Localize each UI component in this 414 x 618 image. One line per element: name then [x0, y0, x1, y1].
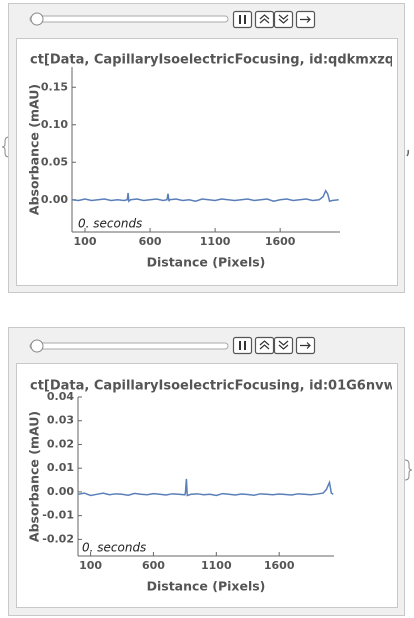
y-tick-label: -0.02: [42, 532, 74, 545]
data-line: [77, 478, 334, 497]
left-brace: [1, 136, 10, 158]
annotation: 0. seconds: [82, 541, 146, 555]
x-tick-label: 1600: [265, 235, 296, 248]
data-line: [71, 189, 339, 203]
chart: ct[Data, CapillaryIsoelectricFocusing, i…: [27, 379, 414, 594]
comma: [406, 149, 410, 157]
y-tick-label: 0.00: [47, 485, 74, 498]
x-axis-label: Distance (Pixels): [147, 255, 266, 270]
slider-knob[interactable]: [30, 339, 44, 353]
controls[interactable]: [232, 10, 316, 29]
slider-track[interactable]: [29, 15, 229, 23]
slider-knob[interactable]: [30, 12, 44, 26]
chart-title: ct[Data, CapillaryIsoelectricFocusing, i…: [30, 379, 414, 394]
y-tick-label: 0.04: [47, 390, 74, 403]
y-tick-label: -0.01: [42, 509, 74, 522]
panel: [8, 327, 405, 616]
x-tick-label: 100: [74, 235, 97, 248]
x-tick-label: 600: [142, 559, 165, 572]
x-tick-label: 600: [139, 235, 162, 248]
y-tick-label: 0.15: [41, 80, 68, 93]
chart: ct[Data, CapillaryIsoelectricFocusing, i…: [27, 53, 413, 270]
slider-track[interactable]: [29, 342, 229, 350]
controls[interactable]: [232, 336, 316, 355]
y-tick-label: 0.05: [41, 155, 68, 168]
x-tick-label: 1100: [201, 559, 232, 572]
annotation: 0. seconds: [78, 217, 142, 231]
y-tick-label: 0.03: [47, 414, 74, 427]
y-axis-label: Absorbance (mAU): [27, 411, 42, 542]
y-axis-label: Absorbance (mAU): [27, 84, 42, 215]
right-brace: [404, 459, 413, 481]
y-tick-label: 0.10: [41, 118, 68, 131]
chart-title: ct[Data, CapillaryIsoelectricFocusing, i…: [30, 53, 413, 68]
y-tick-label: 0.02: [47, 437, 74, 450]
x-tick-label: 1600: [264, 559, 295, 572]
y-tick-label: 0.01: [47, 461, 74, 474]
x-tick-label: 100: [79, 559, 102, 572]
x-tick-label: 1100: [200, 235, 231, 248]
y-tick-label: 0.00: [41, 193, 68, 206]
x-axis-label: Distance (Pixels): [147, 579, 266, 594]
panel: [8, 3, 405, 293]
